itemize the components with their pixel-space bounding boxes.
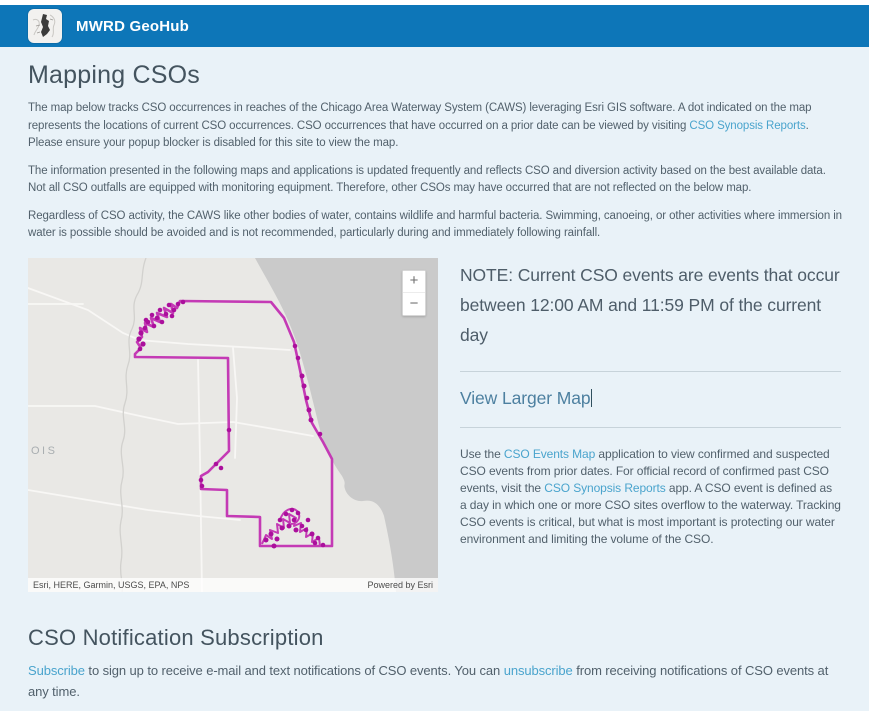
map-powered-by: Powered by Esri bbox=[367, 579, 433, 590]
events-text-3: app. A CSO event is defined as a day in … bbox=[460, 480, 841, 546]
events-map-paragraph: Use the CSO Events Map application to vi… bbox=[460, 446, 841, 548]
app-header: MWRD GeoHub bbox=[0, 5, 869, 47]
river-line bbox=[119, 257, 147, 592]
intro-paragraph: The map below tracks CSO occurrences in … bbox=[28, 100, 843, 153]
map-section: OIS + − Esri, HERE, Garmin, USGS, EPA, N… bbox=[28, 257, 841, 592]
subscription-text-2: from receiving notifications of CSO even… bbox=[28, 662, 829, 699]
map-zoom-out-button[interactable]: − bbox=[403, 292, 425, 315]
page-title: Mapping CSOs bbox=[28, 61, 200, 89]
events-text-1: Use the bbox=[460, 446, 504, 461]
map-zoom-in-button[interactable]: + bbox=[403, 270, 425, 293]
subscribe-link[interactable]: Subscribe bbox=[28, 662, 85, 678]
intro-text-before: The map below tracks CSO occurrences in … bbox=[28, 102, 812, 132]
county-boundary-line bbox=[133, 299, 334, 547]
map-zoom-controls: + − bbox=[402, 269, 426, 316]
state-label: OIS bbox=[31, 445, 57, 457]
divider-bottom bbox=[460, 426, 841, 428]
note-text: NOTE: Current CSO events are events that… bbox=[460, 264, 840, 345]
cso-map[interactable]: OIS + − Esri, HERE, Garmin, USGS, EPA, N… bbox=[28, 257, 438, 592]
intro-text-after: . Please ensure your popup blocker is di… bbox=[28, 119, 809, 150]
cso-synopsis-reports-link-2[interactable]: CSO Synopsis Reports bbox=[544, 480, 666, 495]
view-larger-map-row: View Larger Map bbox=[460, 372, 841, 427]
events-text-2: application to view confirmed and suspec… bbox=[460, 446, 830, 495]
map-canvas[interactable]: OIS bbox=[28, 257, 438, 592]
text-cursor bbox=[591, 388, 593, 407]
subscription-text-1: to sign up to receive e-mail and text no… bbox=[84, 662, 504, 678]
cso-dots bbox=[136, 299, 326, 548]
map-attribution-sources: Esri, HERE, Garmin, USGS, EPA, NPS bbox=[33, 579, 190, 590]
map-side-panel: NOTE: Current CSO events are events that… bbox=[460, 258, 841, 592]
county-map-icon bbox=[30, 11, 60, 41]
page-body: Mapping CSOs The map below tracks CSO oc… bbox=[0, 47, 869, 711]
view-larger-map-link[interactable]: View Larger Map bbox=[460, 387, 591, 408]
cso-events-map-link[interactable]: CSO Events Map bbox=[503, 446, 596, 461]
mwrd-logo[interactable] bbox=[28, 9, 62, 43]
cso-synopsis-reports-link[interactable]: CSO Synopsis Reports bbox=[689, 119, 806, 132]
subscription-paragraph: Subscribe to sign up to receive e-mail a… bbox=[28, 660, 843, 702]
divider-top bbox=[460, 370, 841, 372]
top-whitespace bbox=[0, 0, 869, 5]
map-attribution-bar: Esri, HERE, Garmin, USGS, EPA, NPS Power… bbox=[28, 577, 438, 592]
safety-warning-paragraph: Regardless of CSO activity, the CAWS lik… bbox=[28, 209, 842, 240]
data-disclaimer-paragraph: The information presented in the followi… bbox=[28, 164, 826, 195]
unsubscribe-link[interactable]: unsubscribe bbox=[503, 662, 573, 678]
lake-michigan-shape bbox=[255, 257, 438, 592]
app-title[interactable]: MWRD GeoHub bbox=[76, 17, 190, 35]
subscription-title: CSO Notification Subscription bbox=[28, 624, 324, 650]
